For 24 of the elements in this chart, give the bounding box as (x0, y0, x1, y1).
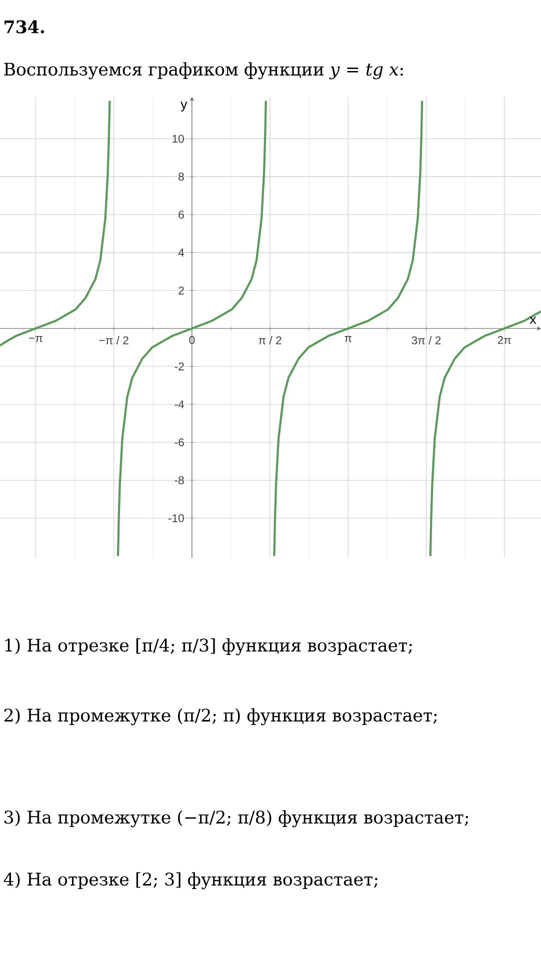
y-axis-title: y (180, 102, 188, 112)
y-tick-label: -4 (174, 400, 184, 408)
y-tick-label: -6 (174, 438, 184, 446)
y-tick-label: 8 (178, 172, 184, 181)
x-tick-label: −π / 2 (99, 336, 128, 344)
chart-title: Воспользуемся графиком функции y = tg x: (4, 62, 403, 80)
x-axis-title: x (530, 316, 536, 324)
y-tick-label: 2 (178, 286, 184, 294)
y-tick-label: 10 (172, 134, 184, 143)
x-tick-label: π (344, 336, 352, 342)
x-tick-label: −π (29, 336, 42, 342)
x-tick-label: π / 2 (258, 336, 282, 344)
x-tick-label: 2π (498, 336, 511, 344)
y-tick-label: -10 (168, 514, 184, 522)
y-tick-label: 4 (178, 248, 184, 256)
text: 4) На отрезке [2; 3] функция возрастает; (4, 872, 378, 890)
x-tick-label: 3π / 2 (412, 336, 441, 344)
y-tick-label: 6 (178, 210, 184, 219)
text: 2) На промежутке (π/2; π) функция возрастает; (4, 708, 437, 726)
text: 734. (4, 20, 44, 34)
y-tick-label: -8 (174, 476, 184, 484)
y-tick-label: -2 (174, 362, 184, 370)
text: 1) На отрезке [π/4; π/3] функция возрастает; (5, 638, 412, 656)
text: 3) На промежутке (−π/2; π/8) функция возрастает; (4, 810, 468, 828)
